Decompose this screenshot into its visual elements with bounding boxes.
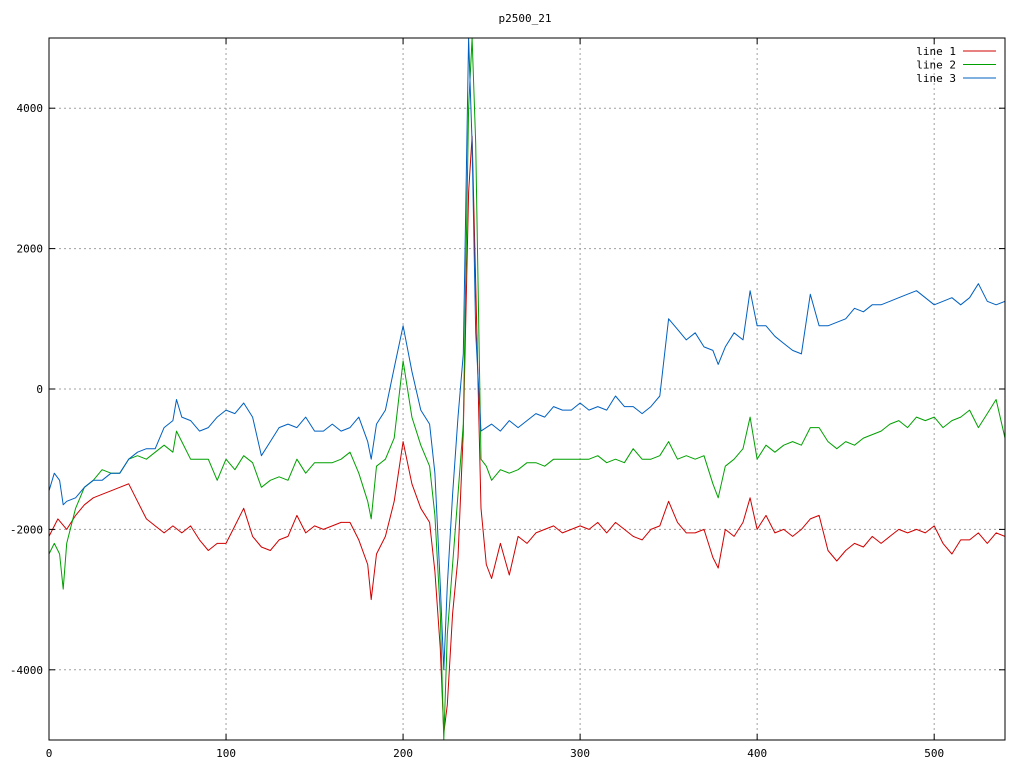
x-tick-label: 400 [747, 747, 767, 760]
x-tick-label: 500 [924, 747, 944, 760]
grid [49, 38, 1005, 740]
axis-ticks: 0 100 200 300 400 500 -4000 -2000 0 2000 4000 [10, 38, 1005, 760]
x-tick-label: 0 [46, 747, 53, 760]
legend-label: line 2 [916, 59, 956, 72]
series-group [49, 38, 1005, 740]
x-tick-label: 200 [393, 747, 413, 760]
x-tick-label: 100 [216, 747, 236, 760]
series-line-3 [49, 38, 1005, 671]
legend-label: line 1 [916, 45, 956, 58]
series-line-2 [49, 38, 1005, 740]
series-line-1 [49, 135, 1005, 734]
plot-frame [48, 37, 1006, 741]
y-tick-label: -4000 [10, 664, 43, 677]
chart-title: p2500_21 [499, 12, 552, 25]
x-tick-label: 300 [570, 747, 590, 760]
y-tick-label: -2000 [10, 523, 43, 536]
y-tick-label: 2000 [17, 243, 44, 256]
y-tick-label: 0 [36, 383, 43, 396]
legend-label: line 3 [916, 72, 956, 85]
y-tick-label: 4000 [17, 102, 44, 115]
